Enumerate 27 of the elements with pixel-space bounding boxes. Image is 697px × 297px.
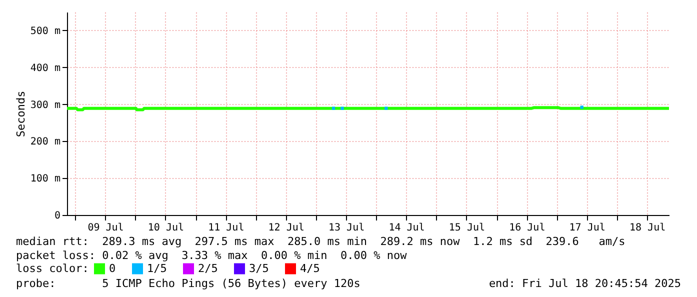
x-tick-label: 12 Jul bbox=[268, 222, 304, 234]
y-axis-title: Seconds bbox=[14, 90, 28, 138]
x-tick-label: 09 Jul bbox=[88, 222, 124, 234]
legend-label: 1/5 bbox=[147, 262, 167, 275]
legend-label: 2/5 bbox=[198, 262, 218, 275]
legend-label: 4/5 bbox=[300, 262, 320, 275]
y-tick-label: 200 m bbox=[30, 136, 60, 148]
text: probe: 5 ICMP Echo Pings (56 Bytes) every 120s bbox=[16, 277, 360, 290]
x-tick-label: 14 Jul bbox=[388, 222, 425, 234]
x-tick-label: 16 Jul bbox=[509, 222, 546, 234]
legend-title: loss color: bbox=[16, 262, 89, 275]
x-tick-label: 11 Jul bbox=[208, 222, 244, 234]
y-tick-label: 300 m bbox=[30, 100, 60, 111]
x-tick-label: 17 Jul bbox=[569, 222, 606, 234]
y-tick-label: 400 m bbox=[30, 62, 60, 74]
x-tick-label: 18 Jul bbox=[629, 222, 666, 234]
y-tick-label: 0 bbox=[54, 210, 60, 222]
x-tick-label: 15 Jul bbox=[448, 222, 486, 234]
x-tick-label: 10 Jul bbox=[148, 222, 184, 234]
legend-label: 0 bbox=[109, 262, 116, 275]
y-tick-label: 500 m bbox=[30, 26, 60, 37]
text: median rtt: 289.3 ms avg 297.5 ms max 285.0 ms min 289.2 ms now 1.2 ms sd 239.6 am/s bbox=[16, 235, 626, 248]
text: end: Fri Jul 18 20:45:54 2025 bbox=[488, 277, 681, 290]
text: packet loss: 0.02 % avg 3.33 % max 0.00 % min 0.00 % now bbox=[16, 249, 407, 262]
legend-label: 3/5 bbox=[249, 262, 269, 275]
x-tick-label: 13 Jul bbox=[328, 222, 365, 234]
y-tick-label: 100 m bbox=[30, 174, 60, 185]
